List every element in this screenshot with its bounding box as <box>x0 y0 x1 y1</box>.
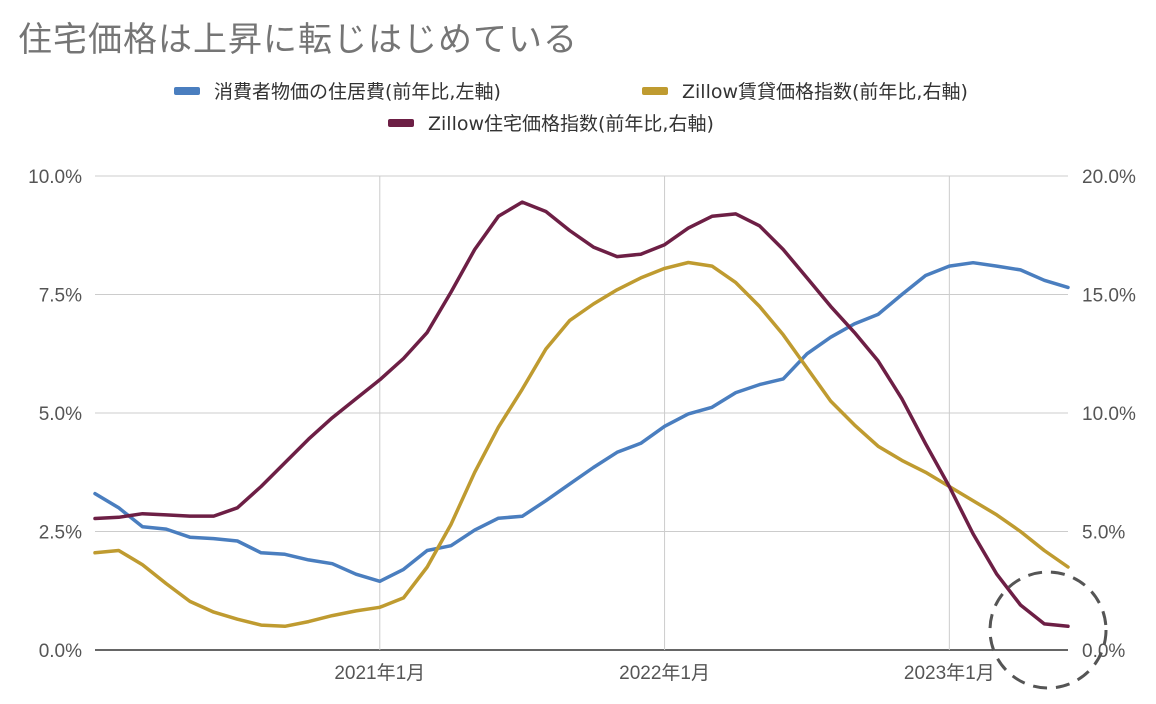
series-line-1 <box>93 260 1070 629</box>
chart-legend: 消費者物価の住居費(前年比,左軸) Zillow賃貸価格指数(前年比,右軸) Zil… <box>174 81 968 135</box>
y-left-tick-label: 2.5% <box>39 523 82 544</box>
x-tick-label: 2023年1月 <box>904 662 995 684</box>
y-right-tick-label: 5.0% <box>1082 523 1125 544</box>
y-left-tick-label: 7.5% <box>39 286 82 307</box>
legend-label-2: Zillow住宅価格指数(前年比,右軸) <box>428 113 714 135</box>
legend-swatch-1 <box>642 87 668 95</box>
axis-ticks: 0.0% 0.0% 2.5% 5.0% 5.0% 10.0% 7.5% 15.0% 10.0% 2… <box>28 167 1136 684</box>
y-left-tick-label: 10.0% <box>28 167 82 188</box>
series-line-0 <box>93 260 1070 584</box>
highlight-circle <box>988 570 1108 690</box>
y-left-tick-label: 5.0% <box>39 404 82 425</box>
chart-title: 住宅価格は上昇に転じはじめている <box>18 20 578 60</box>
y-right-tick-label: 15.0% <box>1082 286 1136 307</box>
legend-swatch-2 <box>388 119 414 127</box>
legend-label-1: Zillow賃貸価格指数(前年比,右軸) <box>682 81 968 103</box>
y-right-tick-label: 10.0% <box>1082 404 1136 425</box>
gridlines <box>95 175 1068 651</box>
series-line-2 <box>93 200 1070 629</box>
y-right-tick-label: 0.0% <box>1082 641 1125 662</box>
legend-label-0: 消費者物価の住居費(前年比,左軸) <box>214 81 501 103</box>
y-right-tick-label: 20.0% <box>1082 167 1136 188</box>
series-lines <box>93 200 1070 629</box>
y-left-tick-label: 0.0% <box>39 641 82 662</box>
legend-swatch-0 <box>174 87 200 95</box>
x-tick-label: 2021年1月 <box>334 662 425 684</box>
x-tick-label: 2022年1月 <box>619 662 710 684</box>
